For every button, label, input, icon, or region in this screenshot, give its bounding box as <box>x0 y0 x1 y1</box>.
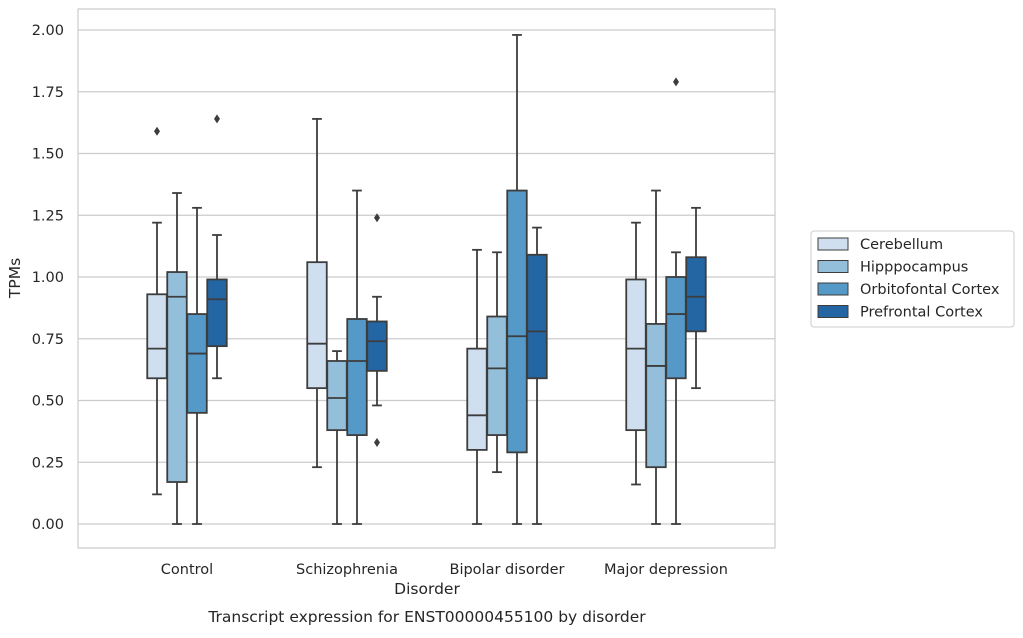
plot-frame <box>77 8 776 549</box>
box <box>466 347 488 451</box>
legend-frame <box>810 230 1015 328</box>
box <box>326 360 348 432</box>
y-tick-label: 1.00 <box>32 270 64 286</box>
x-tick-label: Major depression <box>604 562 728 578</box>
box <box>346 318 368 436</box>
box <box>166 271 188 483</box>
y-tick-label: 0.25 <box>32 455 64 471</box>
box <box>366 320 388 372</box>
outlier-point <box>214 114 220 124</box>
box-group <box>206 114 228 380</box>
box <box>206 278 228 348</box>
y-tick-label: 2.00 <box>32 23 64 39</box>
box-group <box>685 206 707 390</box>
outlier-point <box>374 213 380 223</box>
box <box>685 256 707 333</box>
box <box>665 276 687 380</box>
box-group <box>166 192 188 525</box>
box <box>506 189 528 454</box>
box <box>146 293 168 380</box>
box-group <box>645 189 667 525</box>
legend-entries: Cerebellum Hipppocampus Orbitofontal Corte… <box>817 237 1000 321</box>
box <box>625 278 647 432</box>
box-group <box>665 77 687 525</box>
x-tick-label: Bipolar disorder <box>450 562 565 578</box>
legend-swatch <box>817 282 849 296</box>
legend-swatch <box>817 260 849 273</box>
legend-swatch <box>817 237 849 251</box>
box-group <box>526 226 548 525</box>
box-group <box>346 189 368 525</box>
legend-label: Orbitofontal Cortex <box>860 282 1000 298</box>
outlier-point <box>673 77 679 87</box>
legend-label: Hipppocampus <box>860 260 968 276</box>
box <box>186 313 208 414</box>
outlier-point <box>374 437 380 447</box>
legend-label: Prefrontal Cortex <box>860 305 983 321</box>
box-layer <box>146 34 707 525</box>
y-tick-labels: 0.00 0.25 0.50 0.75 1.00 1.25 1.50 1.75 2.00 <box>32 23 64 533</box>
x-tick-label: Schizophrenia <box>296 562 398 578</box>
y-tick-label: 0.00 <box>32 517 64 533</box>
y-tick-label: 0.75 <box>32 332 64 348</box>
box-group <box>146 126 168 496</box>
box-group <box>506 34 528 525</box>
x-axis-label: Disorder <box>394 580 460 598</box>
outlier-point <box>154 126 160 136</box>
box-group <box>625 221 647 486</box>
box-group <box>306 118 328 469</box>
y-tick-label: 1.50 <box>32 147 64 163</box>
y-tick-label: 0.50 <box>32 394 64 410</box>
legend-label: Cerebellum <box>860 237 943 253</box>
chart-caption: Transcript expression for ENST0000045510… <box>207 608 646 626</box>
box-group <box>186 206 208 525</box>
box <box>486 315 508 436</box>
x-tick-labels: Control Schizophrenia Bipolar disorder Majo… <box>161 562 728 578</box>
box <box>306 261 328 390</box>
legend: Cerebellum Hipppocampus Orbitofontal Corte… <box>810 230 1015 328</box>
box-group <box>326 350 348 525</box>
y-axis-label: TPMs <box>6 258 24 299</box>
y-tick-label: 1.75 <box>32 85 64 101</box>
box-group <box>486 251 508 474</box>
y-tick-label: 1.25 <box>32 208 64 224</box>
x-tick-label: Control <box>161 562 213 578</box>
box-group <box>366 213 388 447</box>
box <box>526 253 548 380</box>
legend-swatch <box>817 305 849 318</box>
box-group <box>466 248 488 525</box>
box <box>645 323 667 469</box>
